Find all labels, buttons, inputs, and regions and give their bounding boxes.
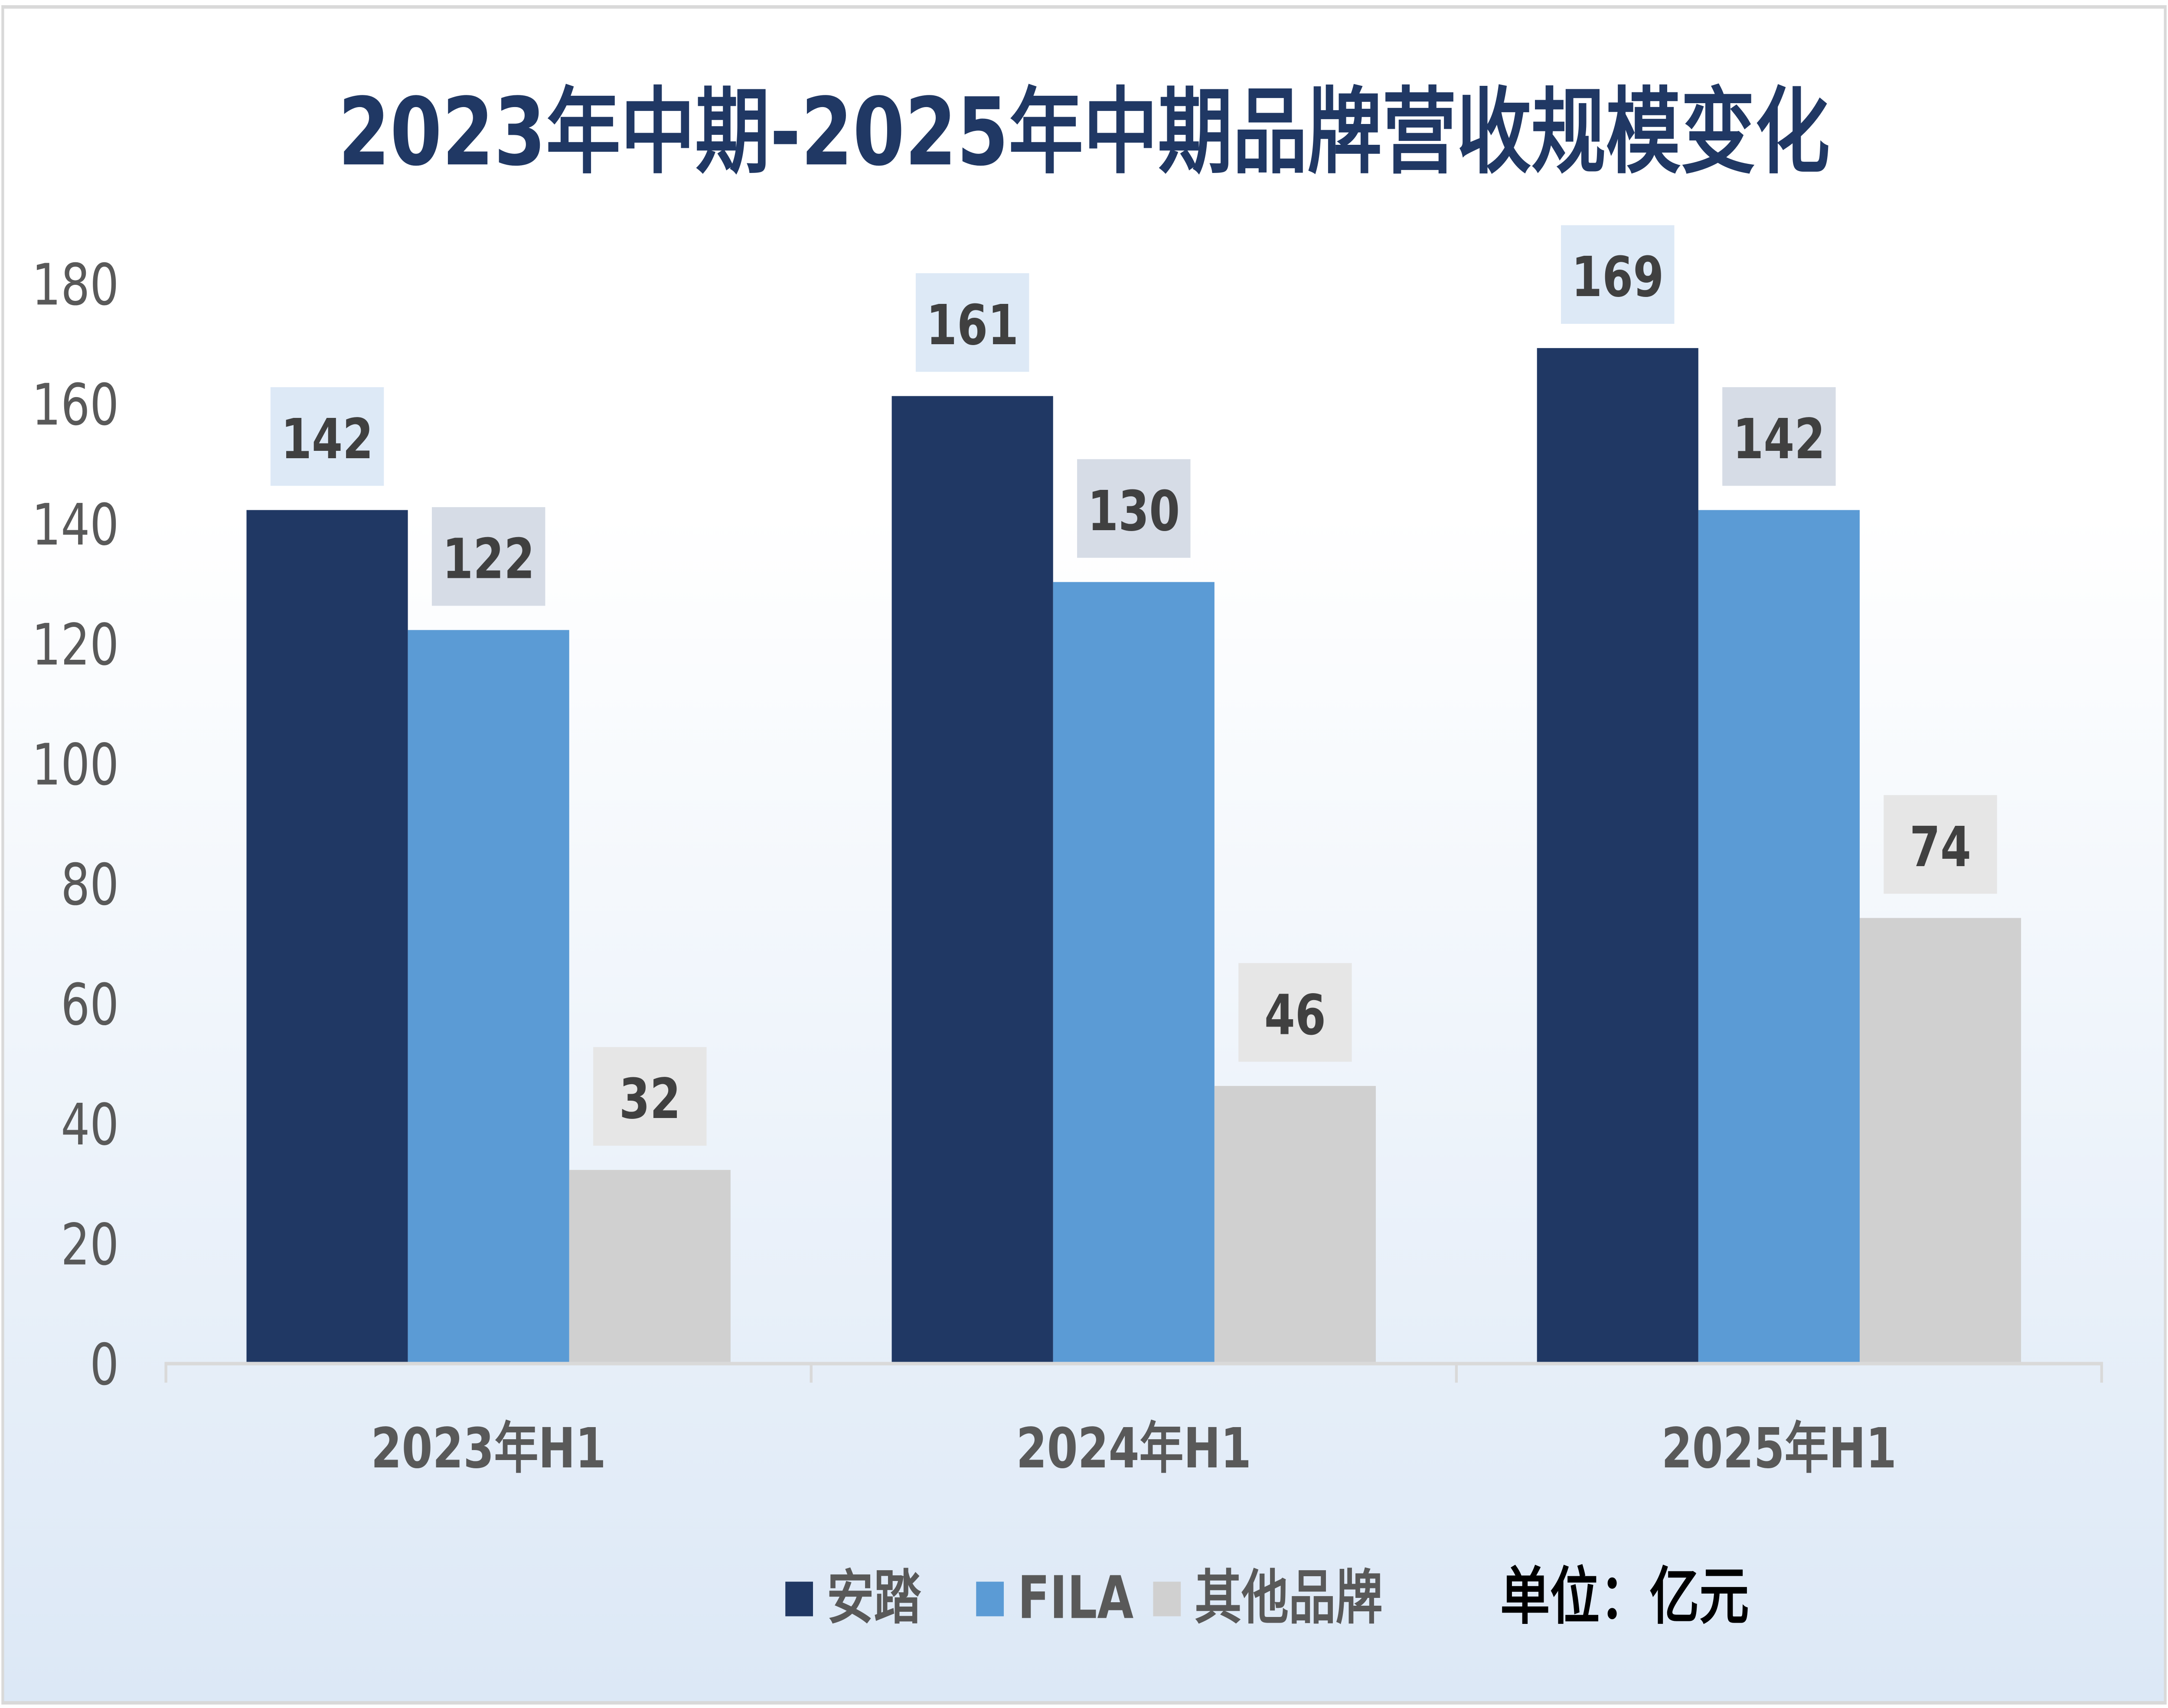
data-label: 142	[1733, 407, 1825, 472]
bar	[1214, 1086, 1376, 1362]
chart-title: 2023年中期-2025年中期品牌营收规模变化	[338, 78, 1830, 187]
bar	[1537, 348, 1698, 1362]
data-label: 122	[442, 527, 535, 591]
y-tick-label: 100	[32, 732, 119, 799]
y-tick-label: 0	[90, 1332, 119, 1398]
legend-swatch	[976, 1581, 1004, 1617]
y-tick-label: 120	[32, 612, 119, 678]
data-label-box	[1722, 387, 1836, 486]
bar	[1053, 582, 1215, 1362]
y-tick-label: 20	[61, 1212, 119, 1278]
unit-note: 单位：亿元	[1500, 1560, 1749, 1633]
data-label-box	[270, 387, 384, 486]
data-label-box	[1884, 795, 1997, 894]
x-tick-label: 2024年H1	[1016, 1417, 1251, 1481]
data-label: 74	[1910, 815, 1971, 880]
legend-label: FILA	[1018, 1563, 1133, 1632]
data-label: 142	[281, 407, 373, 472]
bar	[1698, 510, 1860, 1362]
y-tick-label: 180	[32, 252, 119, 319]
legend-label: 安踏	[827, 1563, 921, 1632]
data-label: 32	[619, 1067, 681, 1131]
legend-swatch	[785, 1581, 813, 1617]
data-label-box	[593, 1047, 707, 1146]
data-label-box	[1561, 225, 1675, 324]
bar	[1859, 918, 2021, 1362]
y-axis: 0 20 40 60 80 100 120 140 160 180	[32, 252, 119, 1398]
y-tick-label: 60	[61, 972, 119, 1039]
bars: 142 122 32 161 130 46 169 142 74	[246, 225, 2021, 1362]
y-tick-label: 80	[61, 852, 119, 919]
data-label-box	[1077, 459, 1191, 558]
x-tick-label: 2023年H1	[371, 1417, 606, 1481]
bar	[408, 630, 569, 1362]
bar	[569, 1170, 731, 1362]
legend-swatch	[1153, 1581, 1181, 1617]
data-label-box	[1238, 963, 1352, 1062]
y-tick-label: 40	[61, 1092, 119, 1158]
data-label: 161	[926, 293, 1019, 358]
x-tick-label: 2025年H1	[1662, 1417, 1897, 1481]
bar	[246, 510, 408, 1362]
y-tick-label: 140	[32, 492, 119, 559]
data-label: 169	[1571, 245, 1664, 310]
x-axis: 2023年H1 2024年H1 2025年H1	[164, 1362, 2103, 1481]
y-tick-label: 160	[32, 372, 119, 439]
bar	[891, 396, 1053, 1362]
data-label: 46	[1264, 983, 1326, 1047]
legend: 安踏 FILA 其他品牌	[785, 1563, 1383, 1632]
legend-label: 其他品牌	[1195, 1563, 1383, 1632]
data-label-box	[431, 507, 545, 606]
data-label: 130	[1087, 479, 1180, 544]
data-label-box	[915, 273, 1029, 372]
